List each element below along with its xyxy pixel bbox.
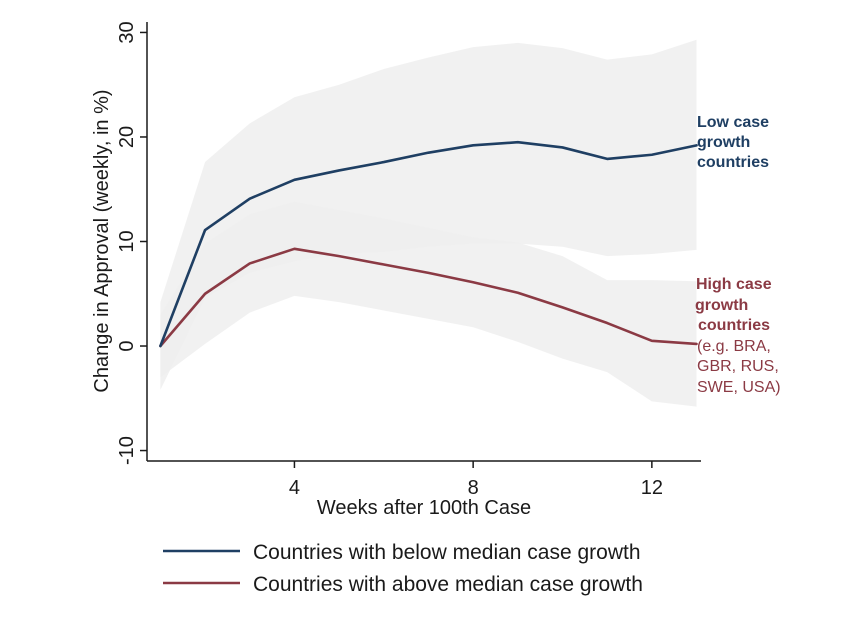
- annotation-low-line-1: Low case: [697, 114, 769, 131]
- annotation-high-line-5: GBR, RUS,: [697, 358, 779, 375]
- series-lines: [159, 140, 698, 348]
- y-ticks: -10 0 10 20 30: [116, 21, 147, 465]
- y-tick-label: 10: [116, 230, 138, 252]
- series-line-below-median: [159, 140, 698, 348]
- annotation-high-line-1: High case: [696, 276, 772, 293]
- x-tick-label: 4: [289, 477, 300, 499]
- x-tick-label: 12: [641, 477, 663, 499]
- x-ticks: 4 8 12: [289, 461, 663, 499]
- annotation-high-line-2: growth: [695, 297, 748, 314]
- annotation-low-growth: Low case growth countries: [697, 114, 769, 171]
- annotation-low-line-2: growth: [697, 134, 750, 151]
- annotation-high-line-4: (e.g. BRA,: [697, 338, 771, 355]
- y-tick-label: -10: [116, 436, 138, 465]
- y-tick-label: 30: [116, 21, 138, 43]
- ci-band-below-median: [160, 39, 697, 390]
- annotation-low-line-3: countries: [697, 154, 769, 171]
- y-tick-label: 20: [116, 126, 138, 148]
- annotation-high-growth: High case growth countries (e.g. BRA, GB…: [695, 276, 781, 396]
- ci-band-above-median: [160, 201, 697, 407]
- x-tick-label: 8: [468, 477, 479, 499]
- series-line-above-median: [159, 247, 698, 348]
- legend-label-above-median: Countries with above median case growth: [253, 573, 643, 596]
- y-axis-title: Change in Approval (weekly, in %): [91, 89, 113, 392]
- y-tick-label: 0: [116, 340, 138, 351]
- legend-label-below-median: Countries with below median case growth: [253, 541, 641, 564]
- annotation-high-line-6: SWE, USA): [697, 379, 781, 396]
- legend: Countries with below median case growth …: [163, 541, 643, 596]
- annotation-high-line-3: countries: [698, 317, 770, 334]
- x-axis-title: Weeks after 100th Case: [317, 497, 531, 519]
- confidence-bands: [160, 39, 697, 407]
